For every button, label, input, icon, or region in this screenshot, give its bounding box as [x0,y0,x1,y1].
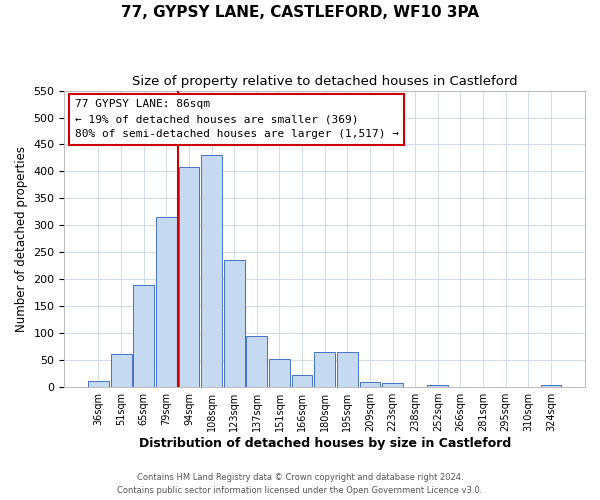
Bar [337,352,358,387]
Y-axis label: Number of detached properties: Number of detached properties [15,146,28,332]
Bar [473,386,493,387]
Bar [359,382,380,387]
Bar [541,386,562,387]
Title: Size of property relative to detached houses in Castleford: Size of property relative to detached ho… [132,75,518,88]
Text: 77, GYPSY LANE, CASTLEFORD, WF10 3PA: 77, GYPSY LANE, CASTLEFORD, WF10 3PA [121,5,479,20]
Bar [201,156,222,387]
Bar [110,354,131,387]
Text: Contains HM Land Registry data © Crown copyright and database right 2024.
Contai: Contains HM Land Registry data © Crown c… [118,474,482,495]
Bar [292,375,313,387]
Bar [224,260,245,387]
Bar [247,336,267,387]
Bar [88,380,109,387]
X-axis label: Distribution of detached houses by size in Castleford: Distribution of detached houses by size … [139,437,511,450]
Bar [382,383,403,387]
Bar [133,284,154,387]
Bar [179,167,199,387]
Bar [269,358,290,387]
Text: 77 GYPSY LANE: 86sqm
← 19% of detached houses are smaller (369)
80% of semi-deta: 77 GYPSY LANE: 86sqm ← 19% of detached h… [75,100,399,139]
Bar [314,352,335,387]
Bar [427,386,448,387]
Bar [156,218,177,387]
